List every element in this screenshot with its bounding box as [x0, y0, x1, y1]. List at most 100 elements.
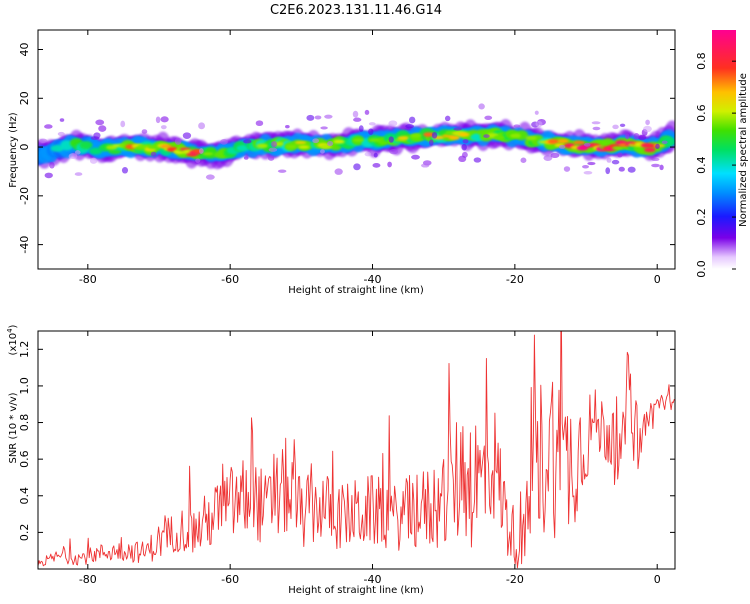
spectrogram-y-tick-label: -20 [18, 187, 31, 205]
spectrogram-frame [37, 29, 676, 270]
heatmap-speckle-70 [353, 163, 361, 171]
heatmap-cell-398 [50, 144, 64, 152]
heatmap-cell-598 [458, 132, 470, 137]
spectrogram-x-tick-label: 0 [654, 273, 661, 286]
heatmap-speckle-52 [535, 120, 543, 128]
heatmap-speckle-4 [563, 166, 571, 172]
heatmap-speckle-54 [195, 158, 201, 163]
heatmap-speckle-107 [198, 122, 206, 130]
heatmap-speckle-93 [57, 131, 65, 137]
heatmap-speckle-89 [141, 129, 148, 134]
heatmap-speckle-86 [68, 153, 78, 160]
heatmap-speckle-30 [611, 159, 620, 165]
colorbar-ticks: 0.0 0.2 0.4 0.6 0.8 [695, 52, 736, 278]
heatmap-speckle-10 [95, 119, 105, 126]
heatmap-speckle-76 [461, 143, 467, 151]
heatmap-speckle-45 [353, 117, 362, 122]
heatmap-speckle-85 [627, 166, 636, 173]
heatmap-cell-565 [147, 144, 159, 149]
heatmap-speckle-50 [120, 120, 126, 128]
heatmap-speckle-29 [484, 115, 493, 120]
heatmap-speckle-83 [618, 166, 625, 172]
snr-y-ticks: 0.2 0.4 0.6 0.8 1.0 1.2 [18, 341, 675, 541]
heatmap-speckle-88 [150, 151, 157, 157]
heatmap-speckle-34 [473, 157, 482, 163]
heatmap-cell-577 [202, 152, 214, 156]
heatmap-speckle-109 [368, 128, 374, 135]
snr-y-tick-label: 0.8 [18, 414, 31, 432]
heatmap-cell-404 [89, 147, 103, 155]
heatmap-speckle-65 [324, 114, 333, 119]
snr-line-layer [38, 331, 675, 569]
snr-x-label: Height of straight line (km) [288, 585, 424, 596]
heatmap-speckle-3 [277, 169, 287, 173]
heatmap-cell-630 [644, 147, 656, 153]
colorbar-tick-label: 0.4 [695, 156, 708, 174]
snr-x-tick-label: -40 [364, 573, 382, 586]
heatmap-speckle-73 [645, 119, 650, 126]
heatmap-speckle-49 [520, 157, 527, 163]
heatmap-speckle-12 [659, 164, 664, 171]
spectrogram-x-tick-label: -20 [506, 273, 524, 286]
heatmap-speckle-80 [587, 161, 596, 166]
heatmap-speckle-63 [74, 150, 81, 155]
heatmap-speckle-96 [453, 127, 462, 131]
heatmap-speckle-100 [633, 133, 640, 140]
heatmap-speckle-74 [387, 161, 392, 168]
heatmap-cell-556 [662, 136, 675, 147]
heatmap-speckle-51 [389, 149, 399, 155]
colorbar-tick-label: 0.8 [695, 52, 708, 70]
heatmap-cell-582 [298, 145, 310, 149]
spectrogram-y-tick-label: 40 [18, 43, 31, 57]
heatmap-speckle-99 [306, 114, 315, 121]
colorbar-tick-label: 0.0 [695, 260, 708, 278]
snr-y-tick-label: 0.4 [18, 487, 31, 505]
heatmap-speckle-62 [431, 131, 438, 139]
heatmap-speckle-21 [583, 171, 593, 175]
spectrogram-x-tick-label: -60 [221, 273, 239, 286]
colorbar-tick-label: 0.2 [695, 208, 708, 226]
heatmap-speckle-18 [372, 163, 381, 168]
heatmap-speckle-64 [428, 139, 434, 146]
colorbar-label: Normalized spectral amplitude [738, 73, 749, 227]
heatmap-speckle-2 [364, 152, 372, 157]
heatmap-cell-605 [547, 139, 560, 144]
heatmap-speckle-81 [637, 134, 647, 141]
heatmap-speckle-84 [220, 139, 228, 145]
spectrogram-x-label: Height of straight line (km) [288, 285, 424, 296]
heatmap-speckle-6 [59, 118, 65, 122]
heatmap-speckle-0 [444, 115, 451, 122]
colorbar-tick-label: 0.6 [695, 104, 708, 122]
heatmap-speckle-39 [408, 116, 416, 124]
heatmap-speckle-13 [592, 126, 601, 131]
heatmap-speckle-33 [364, 109, 370, 115]
heatmap-speckle-66 [314, 115, 322, 120]
heatmap-speckle-69 [182, 132, 192, 140]
heatmap-cell-514 [515, 130, 529, 141]
snr-series-line [38, 331, 675, 569]
heatmap-cell-622 [612, 146, 624, 150]
heatmap-speckle-75 [268, 155, 275, 161]
heatmap-speckle-104 [606, 157, 612, 163]
heatmap-cell-591 [423, 132, 435, 137]
heatmap-speckle-59 [625, 133, 630, 140]
heatmap-speckle-37 [617, 152, 623, 158]
snr-x-tick-label: -20 [506, 573, 524, 586]
spectrogram-y-label: Frequency (Hz) [8, 112, 19, 188]
heatmap-speckle-106 [550, 152, 560, 159]
heatmap-speckle-19 [205, 174, 215, 180]
heatmap-speckle-42 [174, 137, 182, 145]
heatmap-speckle-14 [255, 120, 264, 127]
heatmap-speckle-57 [98, 125, 107, 132]
heatmap-speckle-58 [312, 138, 320, 144]
heatmap-speckle-28 [388, 136, 394, 143]
snr-panel: -80 -60 -40 -20 0 0.2 0.4 0.6 0.8 1.0 1.2 Height … [6, 324, 676, 596]
heatmap-cell-578 [256, 143, 268, 149]
heatmap-speckle-9 [411, 154, 420, 160]
spectrogram-y-tick-label: -40 [18, 236, 31, 254]
heatmap-cell-595 [448, 135, 461, 140]
heatmap-cell-607 [557, 138, 569, 144]
heatmap-speckle-7 [74, 172, 83, 176]
heatmap-cell-585 [333, 139, 345, 144]
